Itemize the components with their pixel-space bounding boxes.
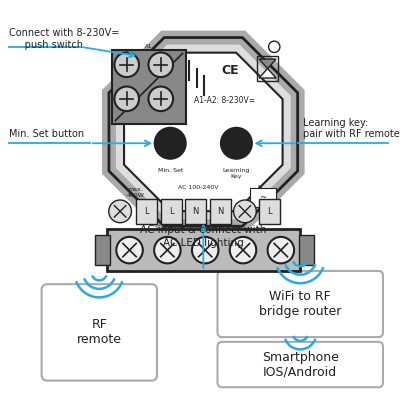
Circle shape — [234, 200, 256, 223]
FancyBboxPatch shape — [210, 199, 231, 224]
FancyBboxPatch shape — [186, 199, 206, 224]
Text: L: L — [169, 207, 173, 216]
FancyBboxPatch shape — [42, 284, 157, 381]
Text: RF
remote: RF remote — [77, 318, 122, 346]
Circle shape — [221, 128, 251, 158]
FancyBboxPatch shape — [161, 199, 181, 224]
FancyBboxPatch shape — [299, 235, 314, 265]
Text: A1-A2: 8-230V=: A1-A2: 8-230V= — [193, 96, 255, 105]
Circle shape — [115, 52, 139, 77]
Text: N: N — [193, 207, 199, 216]
Text: Connect with 8-230V=
     push switch: Connect with 8-230V= push switch — [10, 28, 120, 50]
Circle shape — [155, 128, 186, 158]
FancyBboxPatch shape — [217, 342, 383, 387]
Text: ~: ~ — [259, 193, 266, 202]
Text: L: L — [267, 207, 272, 216]
Text: L: L — [144, 207, 149, 216]
Circle shape — [116, 237, 143, 263]
FancyBboxPatch shape — [136, 199, 157, 224]
Text: A1: A1 — [145, 44, 152, 49]
Text: AC input & connect with
AC LED lighting: AC input & connect with AC LED lighting — [140, 224, 266, 248]
Circle shape — [149, 86, 173, 111]
Circle shape — [149, 52, 173, 77]
Polygon shape — [124, 53, 283, 211]
Circle shape — [230, 237, 256, 263]
Text: Learning key:
pair with RF remote: Learning key: pair with RF remote — [303, 118, 399, 140]
Text: N: N — [258, 185, 262, 190]
Polygon shape — [259, 59, 276, 68]
Text: AC 100-240V: AC 100-240V — [178, 185, 219, 190]
Text: Smartphone
IOS/Android: Smartphone IOS/Android — [262, 350, 339, 378]
FancyBboxPatch shape — [217, 271, 383, 337]
Circle shape — [192, 237, 218, 263]
Text: Min. Set: Min. Set — [158, 168, 183, 173]
FancyBboxPatch shape — [107, 229, 300, 271]
Polygon shape — [109, 38, 298, 226]
Text: Min. Set button: Min. Set button — [10, 130, 85, 140]
Text: max.
400W: max. 400W — [126, 187, 144, 198]
Text: WiFi to RF
bridge router: WiFi to RF bridge router — [259, 290, 342, 318]
FancyBboxPatch shape — [112, 50, 186, 124]
Text: N: N — [217, 207, 224, 216]
FancyBboxPatch shape — [95, 235, 110, 265]
Circle shape — [268, 237, 294, 263]
Circle shape — [115, 86, 139, 111]
Text: Learning
Key: Learning Key — [223, 168, 250, 179]
Polygon shape — [259, 68, 276, 78]
FancyBboxPatch shape — [250, 188, 276, 207]
Circle shape — [154, 237, 181, 263]
FancyBboxPatch shape — [259, 199, 280, 224]
Circle shape — [269, 41, 280, 52]
Circle shape — [109, 200, 132, 223]
Text: CE: CE — [221, 64, 239, 77]
